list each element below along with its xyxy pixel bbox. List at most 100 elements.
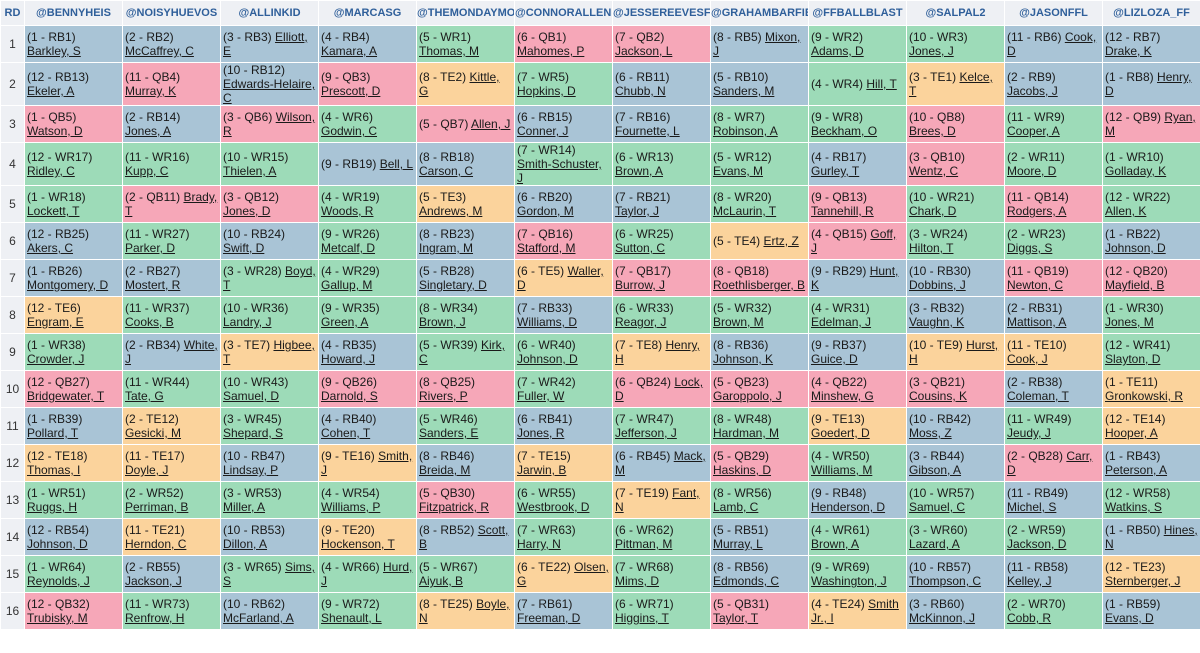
player-name-link[interactable]: Dillon, A (223, 537, 268, 551)
player-name-link[interactable]: Andrews, M (419, 204, 483, 218)
player-name-link[interactable]: Tate, G (125, 389, 164, 403)
player-name-link[interactable]: Doyle, J (125, 463, 169, 477)
player-name-link[interactable]: Jefferson, J (615, 426, 677, 440)
player-name-link[interactable]: Gesicki, M (125, 426, 182, 440)
player-name-link[interactable]: Gibson, A (909, 463, 962, 477)
player-name-link[interactable]: Jones, J (909, 44, 954, 58)
player-name-link[interactable]: Cooper, A (1007, 124, 1060, 138)
player-name-link[interactable]: Johnson, D (27, 537, 88, 551)
player-name-link[interactable]: Conner, J (517, 124, 569, 138)
player-name-link[interactable]: Landry, J (223, 315, 272, 329)
player-name-link[interactable]: Jackson, D (1007, 537, 1067, 551)
player-name-link[interactable]: Aiyuk, B (419, 574, 464, 588)
player-name-link[interactable]: McFarland, A (223, 611, 294, 625)
player-name-link[interactable]: Murray, K (125, 84, 177, 98)
player-name-link[interactable]: Kelce, T (909, 70, 993, 98)
player-name-link[interactable]: Lazard, A (909, 537, 960, 551)
player-name-link[interactable]: Fant, N (615, 486, 700, 514)
player-name-link[interactable]: Kupp, C (125, 164, 169, 178)
player-name-link[interactable]: Kamara, A (321, 44, 378, 58)
player-name-link[interactable]: Mayfield, B (1105, 278, 1165, 292)
player-name-link[interactable]: Brady, T (125, 190, 218, 218)
player-name-link[interactable]: Boyd, T (223, 264, 316, 292)
player-name-link[interactable]: Newton, C (1007, 278, 1064, 292)
player-name-link[interactable]: Godwin, C (321, 124, 378, 138)
player-name-link[interactable]: Kirk, C (419, 338, 506, 366)
player-name-link[interactable]: Green, A (321, 315, 369, 329)
player-name-link[interactable]: Hurst, H (909, 338, 999, 366)
player-name-link[interactable]: Mack, M (615, 449, 706, 477)
player-name-link[interactable]: Herndon, C (125, 537, 187, 551)
player-name-link[interactable]: Gronkowski, R (1105, 389, 1184, 403)
player-name-link[interactable]: Carr, D (1007, 449, 1093, 477)
player-name-link[interactable]: Tannehill, R (811, 204, 874, 218)
player-name-link[interactable]: Taylor, T (713, 611, 759, 625)
player-name-link[interactable]: Olsen, G (517, 560, 609, 588)
player-name-link[interactable]: Chark, D (909, 204, 957, 218)
player-name-link[interactable]: Lockett, T (27, 204, 80, 218)
player-name-link[interactable]: McLaurin, T (713, 204, 777, 218)
player-name-link[interactable]: Edmonds, C (713, 574, 780, 588)
player-name-link[interactable]: Hopkins, D (517, 84, 576, 98)
player-name-link[interactable]: Golladay, K (1105, 164, 1167, 178)
player-name-link[interactable]: Taylor, J (615, 204, 660, 218)
player-name-link[interactable]: Johnson, D (1105, 241, 1166, 255)
player-name-link[interactable]: Jarwin, B (517, 463, 567, 477)
player-name-link[interactable]: Sutton, C (615, 241, 666, 255)
player-name-link[interactable]: Henderson, D (811, 500, 886, 514)
player-name-link[interactable]: Smith Jr., I (811, 597, 899, 625)
player-name-link[interactable]: Montgomery, D (27, 278, 109, 292)
player-name-link[interactable]: Brown, J (419, 315, 466, 329)
player-name-link[interactable]: Cooks, B (125, 315, 174, 329)
player-name-link[interactable]: Rivers, P (419, 389, 468, 403)
player-name-link[interactable]: Goff, J (811, 227, 897, 255)
player-name-link[interactable]: Shepard, S (223, 426, 284, 440)
player-name-link[interactable]: Bridgewater, T (27, 389, 105, 403)
player-name-link[interactable]: Hardman, M (713, 426, 780, 440)
player-name-link[interactable]: Reynolds, J (27, 574, 90, 588)
player-name-link[interactable]: Kittle, G (419, 70, 500, 98)
player-name-link[interactable]: Breida, M (419, 463, 471, 477)
player-name-link[interactable]: Waller, D (517, 264, 604, 292)
player-name-link[interactable]: Moss, Z (909, 426, 952, 440)
player-name-link[interactable]: Williams, D (517, 315, 577, 329)
player-name-link[interactable]: Woods, R (321, 204, 374, 218)
player-name-link[interactable]: Smith, J (321, 449, 413, 477)
player-name-link[interactable]: Singletary, D (419, 278, 487, 292)
player-name-link[interactable]: Hunt, K (811, 264, 899, 292)
player-name-link[interactable]: Cook, J (1007, 352, 1048, 366)
player-name-link[interactable]: Jeudy, J (1007, 426, 1051, 440)
player-name-link[interactable]: Hines, N (1105, 523, 1198, 551)
player-name-link[interactable]: Robinson, A (713, 124, 778, 138)
player-name-link[interactable]: Boyle, N (419, 597, 510, 625)
player-name-link[interactable]: Roethlisberger, B (713, 278, 806, 292)
player-name-link[interactable]: Elliott, E (223, 30, 308, 58)
player-name-link[interactable]: Jackson, J (125, 574, 182, 588)
player-name-link[interactable]: Scott, B (419, 523, 509, 551)
player-name-link[interactable]: Sanders, E (419, 426, 479, 440)
player-name-link[interactable]: Wentz, C (909, 164, 959, 178)
player-name-link[interactable]: Cohen, T (321, 426, 371, 440)
player-name-link[interactable]: Smith-Schuster, J (517, 157, 602, 185)
player-name-link[interactable]: Wilson, R (223, 110, 316, 138)
player-name-link[interactable]: Pollard, T (27, 426, 79, 440)
player-name-link[interactable]: Fitzpatrick, R (419, 500, 490, 514)
player-name-link[interactable]: Allen, J (471, 117, 511, 131)
player-name-link[interactable]: Perriman, B (125, 500, 189, 514)
player-name-link[interactable]: Thielen, A (223, 164, 277, 178)
player-name-link[interactable]: Jackson, L (615, 44, 673, 58)
player-name-link[interactable]: Michel, S (1007, 500, 1057, 514)
player-name-link[interactable]: Johnson, D (517, 352, 578, 366)
player-name-link[interactable]: Gordon, M (517, 204, 574, 218)
player-name-link[interactable]: Hill, T (866, 77, 897, 91)
player-name-link[interactable]: Brown, A (615, 164, 664, 178)
player-name-link[interactable]: Harry, N (517, 537, 561, 551)
player-name-link[interactable]: McKinnon, J (909, 611, 976, 625)
player-name-link[interactable]: Adams, D (811, 44, 864, 58)
player-name-link[interactable]: Jacobs, J (1007, 84, 1058, 98)
player-name-link[interactable]: Ryan, M (1105, 110, 1196, 138)
player-name-link[interactable]: Trubisky, M (27, 611, 88, 625)
player-name-link[interactable]: Barkley, S (27, 44, 81, 58)
player-name-link[interactable]: Williams, P (321, 500, 381, 514)
player-name-link[interactable]: Mahomes, P (517, 44, 585, 58)
